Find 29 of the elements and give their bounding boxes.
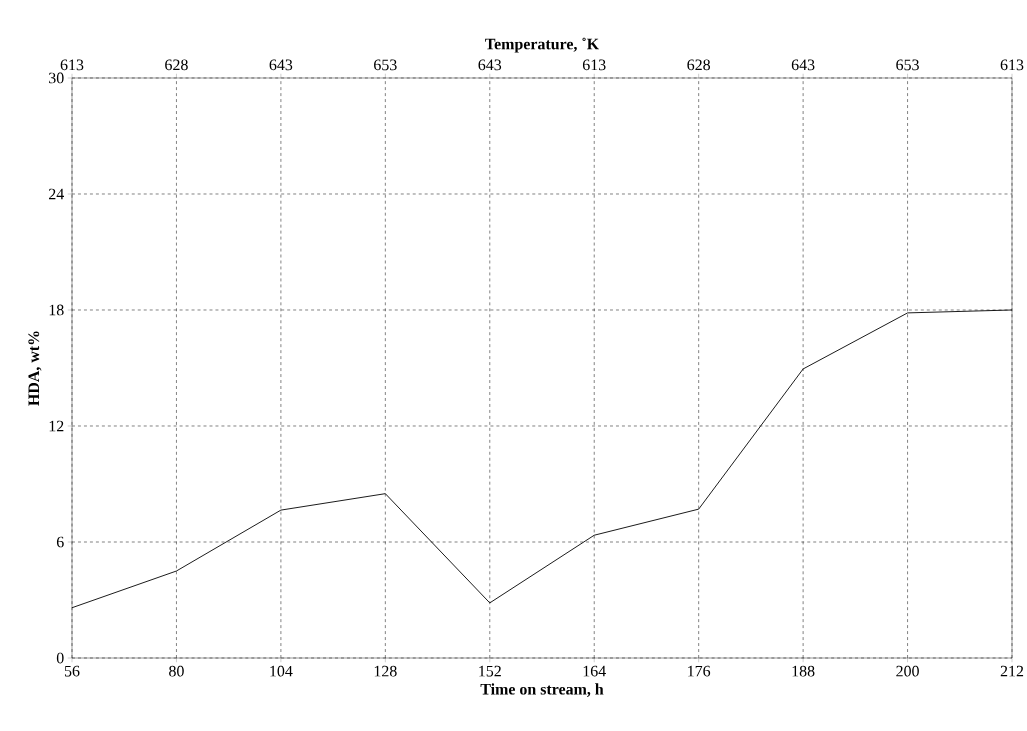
x-tick-label: 80 xyxy=(169,665,184,677)
y-tick-label: 12 xyxy=(49,420,64,432)
x-tick-label: 152 xyxy=(479,665,501,677)
x-tick-label: 56 xyxy=(64,665,80,677)
y-tick-label: 30 xyxy=(49,72,64,84)
x-axis-title: Time on stream, h xyxy=(480,683,604,697)
text: 643 xyxy=(791,59,815,71)
text: 628 xyxy=(687,59,711,71)
text: 613 xyxy=(60,59,84,71)
x-tick-label: 164 xyxy=(583,665,606,677)
text: 643 xyxy=(478,59,502,71)
x-tick-label: 128 xyxy=(374,665,397,677)
y-tick-label: 18 xyxy=(49,304,64,316)
x2-axis-title: Temperature, ˚K xyxy=(485,37,599,53)
x-tick-label: 212 xyxy=(1000,665,1024,677)
y-tick-label: 6 xyxy=(56,536,64,548)
y-tick-label: 24 xyxy=(48,188,64,200)
x-tick-label: 104 xyxy=(270,665,293,677)
text: 653 xyxy=(896,59,919,71)
y-tick-label: 0 xyxy=(56,652,64,664)
x-tick-label: 200 xyxy=(896,665,919,677)
y-axis-title: HDA, wt% xyxy=(28,331,42,406)
text: 643 xyxy=(269,59,293,71)
text: 613 xyxy=(1000,59,1024,71)
text: 628 xyxy=(165,59,188,71)
text: 613 xyxy=(582,59,606,71)
x-tick-label: 188 xyxy=(792,665,815,677)
x-tick-label: 176 xyxy=(688,665,711,677)
text: 653 xyxy=(374,59,397,71)
